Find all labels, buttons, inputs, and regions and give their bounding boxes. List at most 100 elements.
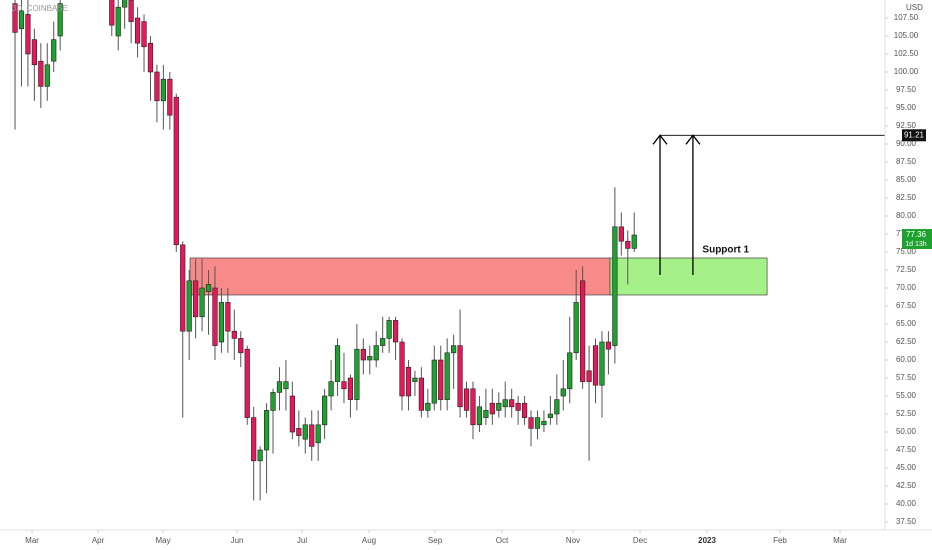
candle-body [580, 280, 586, 382]
candle-body [425, 402, 431, 411]
y-tick-label: 70.00 [896, 283, 917, 292]
y-tick-label: 95.00 [896, 103, 917, 112]
y-tick-label: 67.50 [896, 301, 917, 310]
candle-body [457, 345, 463, 408]
candle-body [554, 399, 560, 415]
candle-body [380, 338, 386, 346]
countdown-label: 1d 13h [905, 241, 927, 248]
candle-body [263, 410, 270, 451]
chart-title: 3D, COINBASE [12, 4, 68, 13]
candle-body [309, 424, 315, 447]
candle-body [547, 413, 553, 418]
candle-body [341, 381, 347, 390]
x-tick-label: Jul [297, 536, 307, 545]
candle-body [51, 39, 57, 62]
candle-body [122, 0, 128, 8]
x-tick-label: 2023 [698, 536, 716, 545]
candle-body [296, 428, 302, 436]
candle-body [618, 226, 624, 242]
candle-body [625, 240, 631, 249]
candle-body [147, 42, 154, 73]
x-tick-label: Aug [362, 536, 376, 545]
y-tick-label: 80.00 [896, 211, 917, 220]
candle-body [141, 21, 147, 48]
y-tick-label: 105.00 [894, 31, 919, 40]
x-tick-label: Nov [566, 536, 580, 545]
candle-body [515, 402, 521, 411]
candle-body [186, 280, 192, 332]
y-tick-label: 90.00 [896, 139, 917, 148]
x-tick-label: Jun [231, 536, 244, 545]
candle-body [373, 345, 379, 361]
y-tick-label: 65.00 [896, 319, 917, 328]
y-tick-label: 92.50 [896, 121, 917, 130]
candle-body [205, 284, 212, 292]
candle-body [109, 0, 115, 26]
y-tick-label: 57.50 [896, 373, 917, 382]
candle-body [134, 17, 141, 44]
y-tick-label: 97.50 [896, 85, 917, 94]
y-tick-label: 55.00 [896, 391, 917, 400]
candle-body [218, 302, 225, 343]
currency-label: USD [906, 3, 923, 12]
y-tick-label: 45.00 [896, 463, 917, 472]
candle-body [496, 402, 502, 411]
y-tick-label: 40.00 [896, 499, 917, 508]
price-label: 91.21 [904, 130, 925, 139]
zone-label: Support 1 [702, 245, 749, 256]
candle-body [199, 287, 205, 318]
price-label-bg [902, 129, 926, 142]
candle-body [567, 352, 573, 390]
y-tick-label: 107.50 [894, 13, 919, 22]
candle-body [612, 226, 618, 346]
y-tick-label: 87.50 [896, 157, 917, 166]
y-tick-label: 100.00 [894, 67, 919, 76]
candle-body [212, 287, 218, 346]
zone [189, 257, 611, 296]
candle-body [521, 402, 528, 418]
candle-body [128, 0, 134, 22]
candle-body [193, 280, 199, 318]
candle-body [225, 302, 231, 332]
y-tick-label: 72.50 [896, 265, 917, 274]
candle-body [509, 399, 515, 408]
x-tick-label: Oct [496, 536, 509, 545]
candle-body [483, 410, 489, 418]
y-tick-label: 62.50 [896, 337, 917, 346]
candle-body [489, 402, 495, 415]
candle-body [438, 359, 444, 400]
candle-body [367, 356, 373, 361]
candle-body [502, 399, 508, 408]
candle-body [276, 381, 283, 393]
candle-body [444, 352, 450, 400]
candle-body [160, 78, 166, 102]
candle-body [257, 449, 263, 462]
candle-body [463, 388, 470, 411]
candle-body [347, 377, 354, 400]
candle-body [386, 320, 392, 339]
candle-body [599, 341, 605, 386]
candle-body [412, 377, 418, 382]
candle-body [605, 341, 612, 350]
candle-body [167, 78, 173, 116]
plot-area [12, 0, 885, 501]
candle-body [360, 348, 366, 361]
y-tick-label: 50.00 [896, 427, 917, 436]
candle-body [57, 3, 63, 37]
candle-body [38, 60, 44, 87]
candle-body [405, 366, 412, 397]
candle-body [418, 377, 424, 411]
y-tick-label: 60.00 [896, 355, 917, 364]
candle-body [451, 345, 457, 354]
candle-body [573, 302, 579, 354]
x-tick-label: Apr [92, 536, 105, 545]
x-tick-label: May [155, 536, 170, 545]
candle-body [476, 406, 483, 426]
candle-body [631, 234, 637, 249]
candle-body [283, 381, 289, 390]
candle-body [44, 64, 50, 87]
x-tick-label: Mar [25, 536, 39, 545]
y-tick-label: 42.50 [896, 481, 917, 490]
candle-body [238, 338, 244, 354]
